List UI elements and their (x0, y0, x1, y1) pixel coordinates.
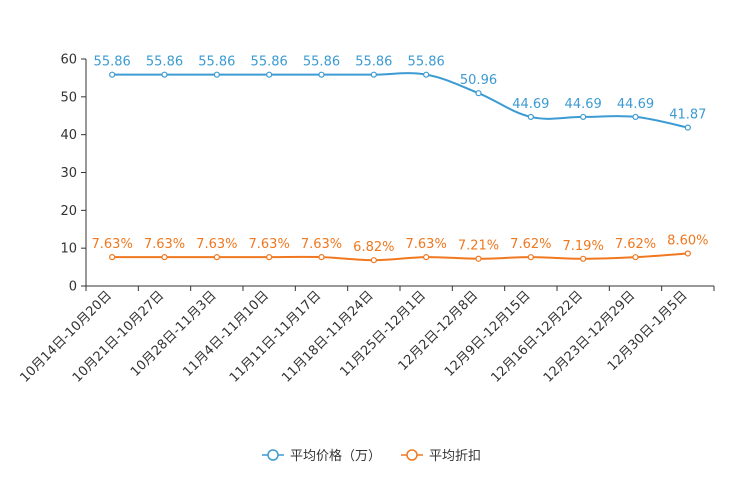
data-label: 44.69 (565, 97, 602, 112)
data-label: 8.60% (667, 233, 708, 248)
x-tick-label: 10月21日-10月27日 (70, 288, 167, 385)
legend-marker-icon (267, 449, 279, 461)
data-point[interactable] (370, 71, 377, 78)
data-label: 44.69 (512, 97, 549, 112)
data-point[interactable] (161, 254, 168, 261)
series-line (112, 252, 688, 262)
data-point[interactable] (161, 71, 168, 78)
data-point[interactable] (632, 254, 639, 261)
data-point[interactable] (684, 250, 691, 257)
x-tick-label: 11月11日-11月17日 (227, 288, 324, 385)
data-label: 55.86 (303, 55, 340, 70)
x-tick-label: 10月14日-10月20日 (18, 288, 115, 385)
data-point[interactable] (632, 113, 639, 121)
data-labels: 55.86 55.86 55.86 55.86 55.86 55.86 55.86 50.96… (92, 55, 709, 256)
y-tick-label: 30 (60, 166, 77, 181)
x-tick-label: 12月16日-12月22日 (489, 288, 586, 385)
data-label: 7.63% (406, 237, 447, 252)
series-avg-price (109, 71, 691, 131)
y-tick-label: 0 (69, 280, 77, 295)
data-label: 7.62% (510, 237, 551, 252)
data-label: 7.63% (92, 237, 133, 252)
legend-label: 平均价格（万） (290, 448, 381, 464)
data-label: 55.86 (408, 55, 445, 70)
data-point[interactable] (370, 257, 377, 264)
data-label: 44.69 (617, 97, 654, 112)
series-avg-discount (109, 250, 691, 264)
data-point[interactable] (475, 90, 482, 97)
y-tick-label: 60 (60, 53, 77, 68)
data-label: 7.63% (144, 237, 185, 252)
data-point[interactable] (527, 113, 534, 121)
y-tick-label: 50 (60, 90, 77, 105)
data-point[interactable] (266, 71, 273, 78)
y-tick-label: 10 (60, 242, 77, 257)
data-label: 6.82% (353, 240, 394, 255)
data-label: 55.86 (251, 55, 288, 70)
data-label: 55.86 (355, 55, 392, 70)
legend-item-avg-price[interactable]: 平均价格（万） (262, 448, 381, 464)
data-label: 7.63% (301, 237, 342, 252)
data-point[interactable] (318, 254, 325, 261)
data-point[interactable] (580, 255, 587, 262)
data-label: 55.86 (146, 55, 183, 70)
data-label: 55.86 (94, 55, 131, 70)
data-point[interactable] (684, 124, 691, 131)
series-layer (109, 71, 691, 264)
legend-label: 平均折扣 (429, 449, 481, 464)
data-point[interactable] (527, 254, 534, 261)
data-point[interactable] (580, 113, 587, 121)
legend-item-avg-discount[interactable]: 平均折扣 (401, 449, 481, 464)
x-tick-label: 12月23日-12月29日 (541, 288, 638, 385)
data-label: 50.96 (460, 73, 497, 88)
data-label: 41.87 (669, 108, 706, 123)
data-label: 7.19% (563, 239, 604, 254)
data-point[interactable] (213, 71, 220, 78)
series-line (112, 72, 689, 129)
data-point[interactable] (109, 254, 116, 261)
y-tick-label: 20 (60, 204, 77, 219)
data-point[interactable] (475, 255, 482, 262)
data-point[interactable] (423, 254, 430, 261)
data-point[interactable] (213, 254, 220, 261)
data-label: 55.86 (198, 55, 235, 70)
data-label: 7.21% (458, 239, 499, 254)
legend[interactable]: 平均价格（万） 平均折扣 (262, 448, 481, 464)
data-label: 7.63% (196, 237, 237, 252)
x-tick-label: 11月18日-11月24日 (279, 288, 376, 385)
data-point[interactable] (318, 71, 325, 78)
data-label: 7.63% (249, 237, 290, 252)
data-point[interactable] (109, 71, 116, 78)
legend-marker-icon (406, 449, 418, 461)
data-point[interactable] (266, 254, 273, 261)
data-label: 7.62% (615, 237, 656, 252)
y-tick-label: 40 (60, 128, 77, 143)
data-point[interactable] (423, 71, 430, 78)
